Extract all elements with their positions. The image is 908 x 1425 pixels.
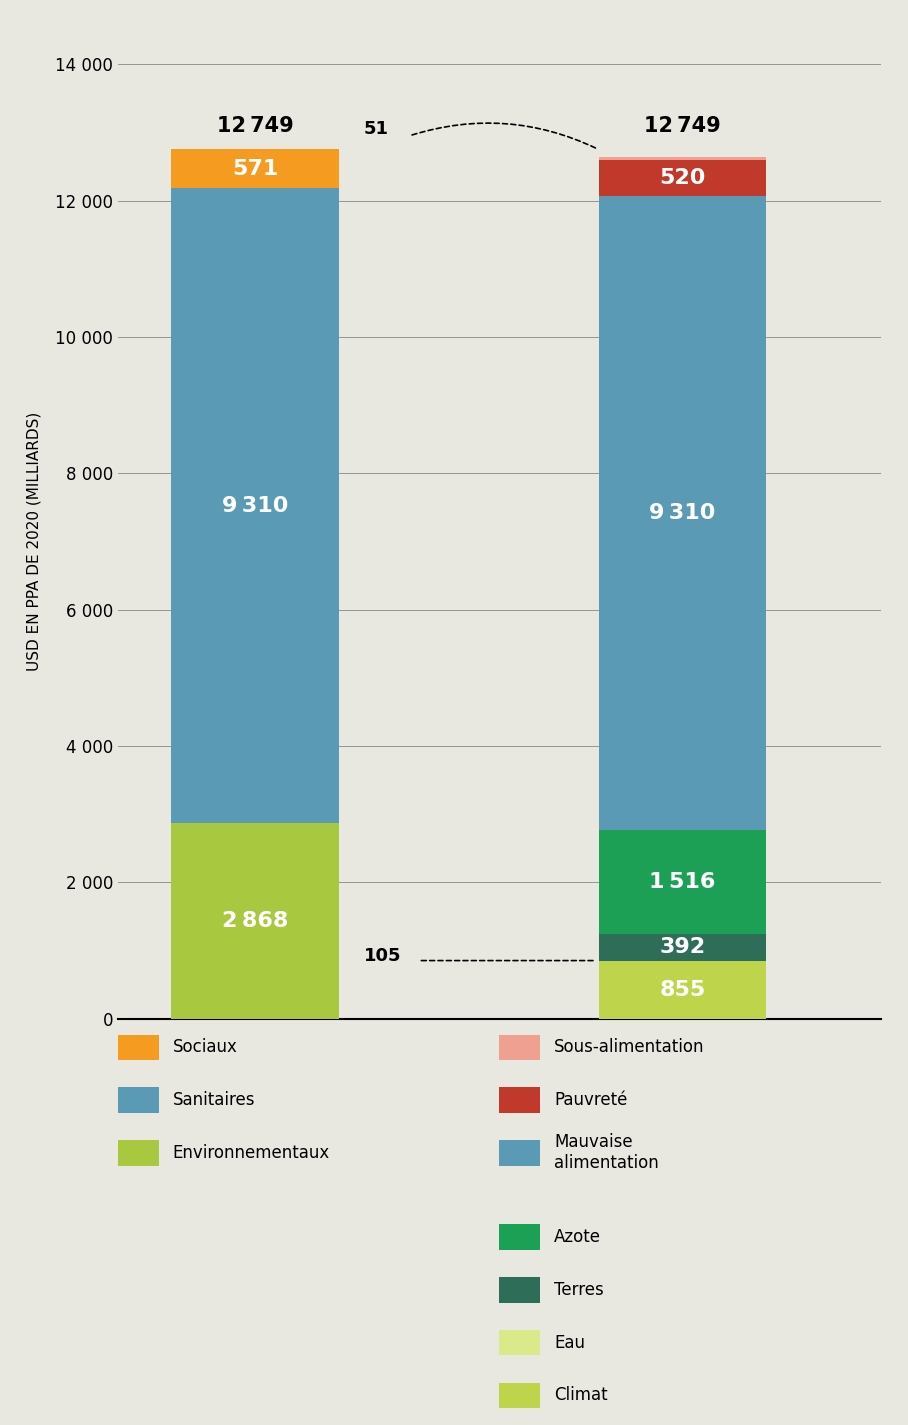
Text: Sanitaires: Sanitaires [173, 1092, 255, 1109]
Text: 9 310: 9 310 [649, 503, 716, 523]
Text: Terres: Terres [554, 1281, 604, 1300]
Text: Azote: Azote [554, 1228, 601, 1247]
Bar [598, 933, 766, 960]
Text: 855: 855 [659, 980, 706, 1000]
Bar [598, 157, 766, 160]
Text: 571: 571 [232, 160, 279, 180]
Text: 392: 392 [659, 938, 706, 958]
Text: Sous-alimentation: Sous-alimentation [554, 1039, 705, 1056]
Text: Eau: Eau [554, 1334, 585, 1352]
Bar [598, 160, 766, 195]
Bar [172, 150, 340, 188]
Text: Mauvaise
alimentation: Mauvaise alimentation [554, 1133, 658, 1173]
Text: 2 868: 2 868 [222, 911, 289, 931]
Text: 9 310: 9 310 [222, 496, 289, 516]
Text: 51: 51 [363, 120, 389, 138]
Text: 1 516: 1 516 [649, 872, 716, 892]
Text: 105: 105 [363, 946, 401, 965]
Text: 520: 520 [659, 168, 706, 188]
Bar [598, 831, 766, 933]
Y-axis label: USD EN PPA DE 2020 (MILLIARDS): USD EN PPA DE 2020 (MILLIARDS) [26, 412, 41, 671]
Bar [598, 195, 766, 831]
Text: 12 749: 12 749 [217, 115, 293, 135]
Bar [172, 188, 340, 824]
Bar [172, 824, 340, 1019]
Text: Pauvreté: Pauvreté [554, 1092, 627, 1109]
Text: Climat: Climat [554, 1387, 607, 1405]
Text: Sociaux: Sociaux [173, 1039, 237, 1056]
Text: Environnementaux: Environnementaux [173, 1144, 330, 1161]
Text: 12 749: 12 749 [644, 115, 721, 135]
Bar [598, 960, 766, 1019]
